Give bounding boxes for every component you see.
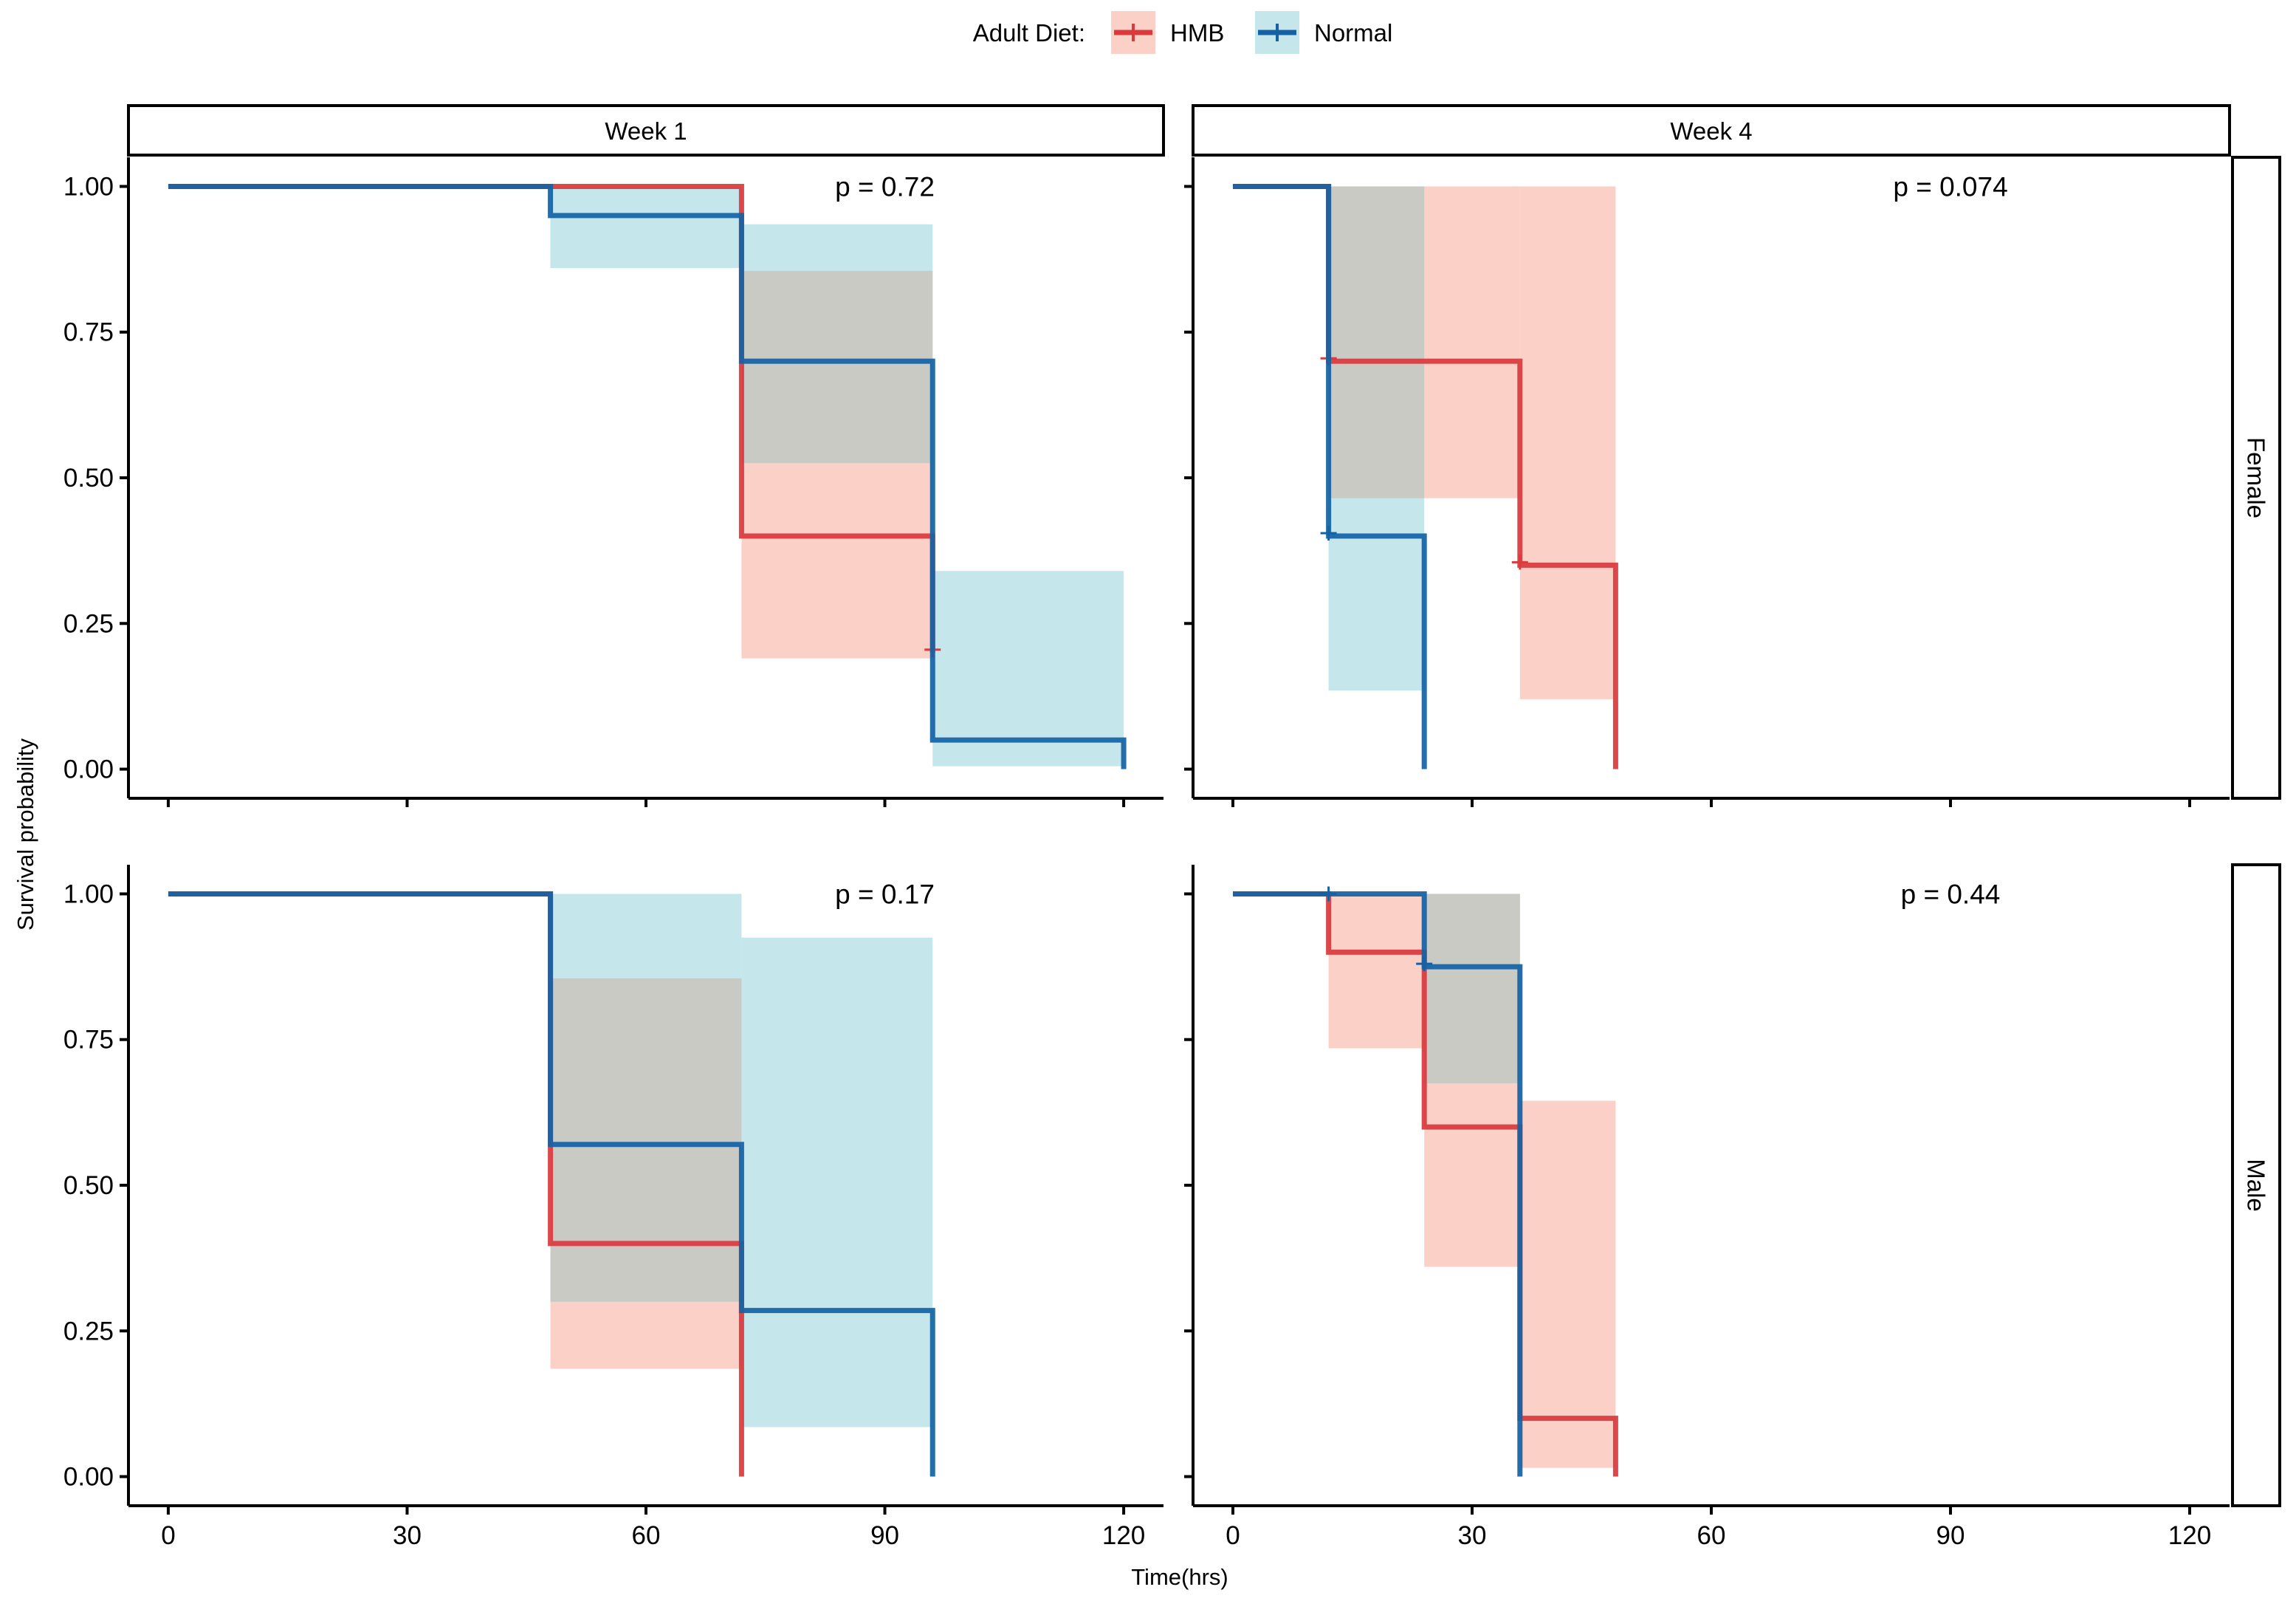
legend-label-hmb: HMB xyxy=(1170,19,1224,47)
x-tick-label: 90 xyxy=(1936,1521,1965,1550)
x-tick-label: 30 xyxy=(1458,1521,1487,1550)
ci-band-normal xyxy=(550,186,742,268)
y-tick-label: 0.00 xyxy=(63,1463,114,1492)
ci-band-overlap xyxy=(741,270,933,464)
ci-band-hmb xyxy=(1519,186,1616,699)
strip-row-female xyxy=(2231,156,2281,800)
strip-col-week1 xyxy=(127,104,1165,157)
y-tick-label: 0.50 xyxy=(63,1171,114,1200)
strip-label-week1: Week 1 xyxy=(605,117,687,145)
survival-curve-normal xyxy=(168,183,1127,769)
y-tick-label: 1.00 xyxy=(63,880,114,908)
y-axis-title: Survival probability xyxy=(13,738,38,930)
ci-band-overlap xyxy=(550,978,742,1302)
y-tick-label: 0.25 xyxy=(63,609,114,638)
x-tick-label: 120 xyxy=(2168,1521,2211,1550)
panel-week-1-male: 0.00 0.25 0.50 0.75 1.00 0 30 60 90 120 p = 0.17 xyxy=(63,865,1164,1550)
y-tick-label: 1.00 xyxy=(63,172,114,201)
strip-col-week4 xyxy=(1192,104,2231,157)
y-tick-label: 0.00 xyxy=(63,755,114,784)
y-tick-label: 0.75 xyxy=(63,1026,114,1055)
panel-week-4-female: p = 0.074 xyxy=(1184,157,2230,807)
x-tick-label: 120 xyxy=(1102,1521,1145,1550)
y-tick-label: 0.75 xyxy=(63,318,114,347)
strip-row-male xyxy=(2231,863,2281,1507)
legend-label-normal: Normal xyxy=(1314,19,1392,47)
x-tick-label: 30 xyxy=(393,1521,422,1550)
facet-strips: Week 1 Week 4 Female Male xyxy=(127,104,2281,1507)
ci-band-hmb xyxy=(1328,894,1425,1049)
ci-band-overlap xyxy=(1328,186,1425,498)
panel-week-1-female: 0.00 0.25 0.50 0.75 1.00 p = 0.72 xyxy=(63,157,1164,807)
strip-label-week4: Week 4 xyxy=(1670,117,1752,145)
x-tick-label: 0 xyxy=(161,1521,175,1550)
x-tick-label: 90 xyxy=(870,1521,899,1550)
ci-band-overlap xyxy=(1424,894,1520,1083)
x-tick-label: 0 xyxy=(1226,1521,1240,1550)
y-tick-label: 0.50 xyxy=(63,464,114,493)
strip-label-male: Male xyxy=(2243,1159,2270,1212)
p-value-label: p = 0.44 xyxy=(1901,879,2001,909)
y-tick-label: 0.25 xyxy=(63,1317,114,1345)
survival-curve-normal xyxy=(168,891,935,1477)
x-axis-title: Time(hrs) xyxy=(1131,1564,1228,1590)
p-value-label: p = 0.17 xyxy=(835,879,935,909)
legend: Adult Diet: HMB Normal xyxy=(973,11,1392,54)
survival-curve-hmb xyxy=(1233,891,1618,1477)
strip-label-female: Female xyxy=(2243,437,2270,518)
ci-band-normal xyxy=(741,937,933,1427)
p-value-label: p = 0.72 xyxy=(835,171,935,202)
legend-title: Adult Diet: xyxy=(973,19,1085,47)
x-tick-label: 60 xyxy=(632,1521,661,1550)
ci-band-hmb xyxy=(1519,1100,1616,1468)
ci-band-normal xyxy=(932,571,1124,767)
x-tick-label: 60 xyxy=(1697,1521,1726,1550)
p-value-label: p = 0.074 xyxy=(1893,171,2007,202)
panel-week-4-male: 0 30 60 90 120 p = 0.44 xyxy=(1184,865,2230,1550)
